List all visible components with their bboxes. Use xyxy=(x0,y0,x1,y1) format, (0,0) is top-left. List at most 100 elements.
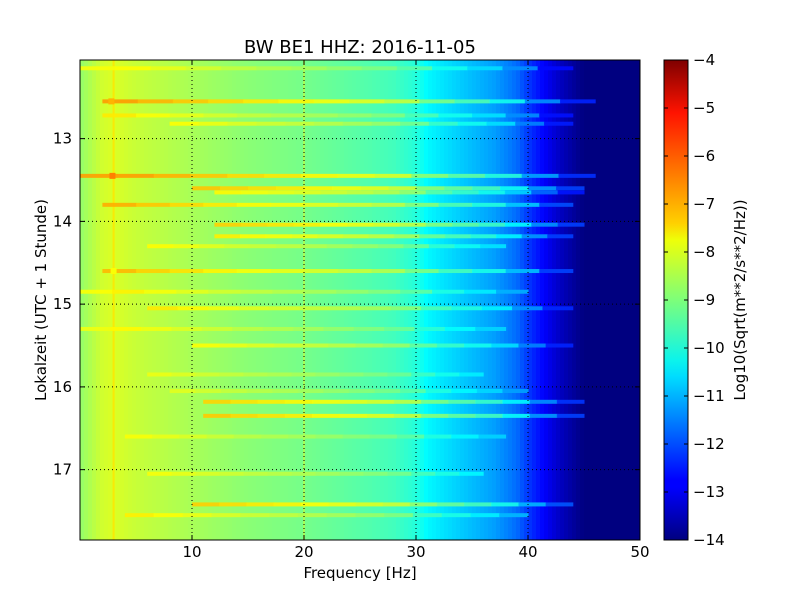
heatmap-column xyxy=(184,60,189,540)
noise-band xyxy=(502,66,539,71)
noise-band xyxy=(219,343,247,348)
heatmap-column xyxy=(540,60,545,540)
heatmap-column xyxy=(408,60,413,540)
colorbar-tick-label: −7 xyxy=(693,195,715,213)
noise-band xyxy=(539,202,574,207)
noise-band xyxy=(432,289,465,294)
noise-band xyxy=(342,434,371,439)
heatmap-column xyxy=(220,60,225,540)
noise-band xyxy=(102,202,137,207)
heatmap-column xyxy=(612,60,617,540)
heatmap-column xyxy=(484,60,489,540)
noise-band xyxy=(276,186,305,191)
noise-band xyxy=(230,413,259,418)
noise-band xyxy=(353,326,385,331)
noise-band xyxy=(195,471,220,476)
noise-band xyxy=(556,186,585,191)
noise-band xyxy=(542,306,574,311)
noise-band xyxy=(293,222,321,227)
noise-band xyxy=(284,399,313,404)
noise-band xyxy=(409,343,438,348)
heatmap-column xyxy=(92,60,97,540)
noise-band xyxy=(172,244,199,249)
noise-band xyxy=(176,289,209,294)
noise-band xyxy=(326,244,353,249)
noise-band xyxy=(547,234,574,239)
noise-band xyxy=(240,222,268,227)
noise-band xyxy=(464,502,492,507)
noise-band xyxy=(480,244,507,249)
noise-band xyxy=(444,186,473,191)
heatmap-column xyxy=(280,60,285,540)
noise-band xyxy=(240,513,270,518)
noise-band xyxy=(545,502,574,507)
noise-band xyxy=(195,372,220,377)
heatmap-column xyxy=(584,60,589,540)
noise-band xyxy=(304,202,339,207)
noise-band xyxy=(169,113,204,118)
noise-band xyxy=(387,471,412,476)
heatmap-column xyxy=(144,60,149,540)
heatmap-column xyxy=(328,60,333,540)
heatmap-column xyxy=(108,60,113,540)
noise-band xyxy=(387,372,412,377)
noise-band xyxy=(192,502,220,507)
heatmap-image xyxy=(80,60,641,540)
heatmap-column xyxy=(316,60,321,540)
noise-band xyxy=(233,434,262,439)
heatmap-column xyxy=(120,60,125,540)
noise-band xyxy=(203,202,238,207)
noise-band xyxy=(502,413,531,418)
heatmap-column xyxy=(188,60,193,540)
colorbar-ticks: −4 −5 −6 −7 −8 −9 −10 −11 −12 −13 −14 xyxy=(664,51,725,549)
heatmap-column xyxy=(596,60,601,540)
noise-band xyxy=(326,66,363,71)
y-tick-label: 13 xyxy=(53,130,72,148)
noise-band xyxy=(192,186,221,191)
heatmap-column xyxy=(152,60,157,540)
noise-band xyxy=(361,66,398,71)
noise-band xyxy=(544,121,574,126)
noise-band xyxy=(504,222,532,227)
heatmap-column xyxy=(468,60,473,540)
noise-band xyxy=(172,99,209,104)
noise-band xyxy=(288,434,316,439)
noise-band xyxy=(476,389,503,394)
noise-band xyxy=(411,471,436,476)
heatmap-column xyxy=(140,60,145,540)
noise-band xyxy=(459,372,484,377)
noise-band xyxy=(272,289,305,294)
noise-band xyxy=(198,121,228,126)
colorbar-tick-label: −10 xyxy=(693,339,725,357)
noise-band xyxy=(293,190,321,195)
noise-band xyxy=(451,306,483,311)
noise-band xyxy=(348,99,385,104)
noise-band xyxy=(267,471,292,476)
noise-band xyxy=(326,513,356,518)
noise-band xyxy=(267,190,295,195)
noise-band xyxy=(464,343,492,348)
noise-band xyxy=(531,190,559,195)
noise-band xyxy=(219,372,244,377)
noise-band xyxy=(355,513,385,518)
noise-band xyxy=(521,173,559,178)
heatmap-column xyxy=(212,60,217,540)
heatmap-column xyxy=(536,60,541,540)
noise-band xyxy=(169,202,204,207)
heatmap-column xyxy=(192,60,197,540)
noise-band xyxy=(275,244,302,249)
noise-band xyxy=(396,66,433,71)
noise-band xyxy=(267,222,295,227)
heatmap-column xyxy=(436,60,441,540)
noise-band xyxy=(227,121,257,126)
noise-band xyxy=(267,372,292,377)
noise-band xyxy=(454,99,491,104)
noise-band xyxy=(136,202,171,207)
noise-band xyxy=(291,471,316,476)
heatmap-column xyxy=(324,60,329,540)
noise-band xyxy=(412,513,443,518)
heatmap-column xyxy=(588,60,593,540)
heatmap-column xyxy=(624,60,629,540)
heatmap-column xyxy=(296,60,301,540)
